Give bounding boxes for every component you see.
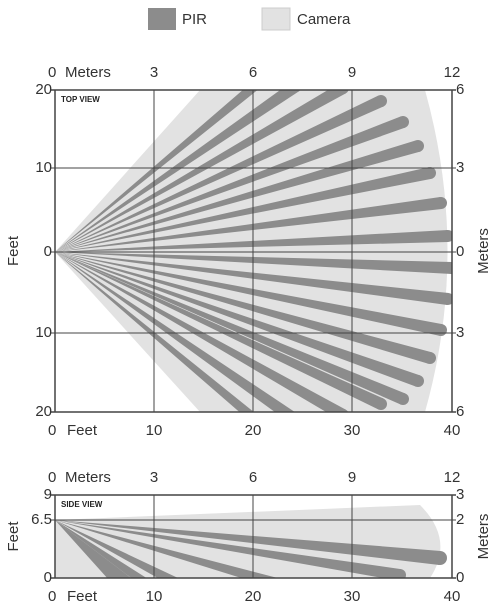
left-axis-title: Feet — [5, 521, 22, 552]
pir-beam-end — [164, 594, 176, 606]
pir-beam-end — [424, 167, 436, 179]
pir-beam — [55, 252, 432, 364]
pir-beam-end — [290, 414, 302, 426]
pir-beam-end — [337, 90, 349, 94]
top-tick-label: 0 — [48, 469, 56, 486]
top-tick-label: 9 — [348, 469, 356, 486]
pir-beam — [55, 520, 401, 578]
right-tick-label: 3 — [456, 324, 464, 341]
bottom-tick-label: 40 — [444, 588, 461, 605]
bottom-tick-label: 20 — [245, 422, 262, 439]
pir-beam — [55, 95, 384, 253]
pir-beam-end — [446, 262, 452, 274]
pir-beam — [55, 230, 449, 252]
pir-beam — [55, 252, 449, 305]
pir-swatch — [148, 8, 176, 30]
right-tick-label: 6 — [456, 81, 464, 98]
pir-beam-end — [194, 589, 206, 601]
pir-beam — [55, 520, 147, 578]
pir-beam — [55, 197, 442, 252]
bottom-tick-label: 20 — [245, 588, 262, 605]
right-tick-label: 6 — [456, 403, 464, 420]
right-tick-label: 2 — [456, 511, 464, 528]
legend-label: PIR — [182, 11, 207, 28]
pir-beam — [55, 116, 406, 253]
left-tick-label: 0 — [44, 243, 52, 260]
top-axis-title: Meters — [65, 64, 111, 81]
bottom-axis-title: Feet — [67, 422, 98, 439]
top-tick-label: 0 — [48, 64, 56, 81]
pir-beam — [55, 252, 346, 412]
right-tick-label: 3 — [456, 159, 464, 176]
pir-beam — [55, 252, 421, 387]
pir-beam-end — [375, 95, 387, 107]
pir-beam-end — [394, 569, 406, 578]
top-tick-label: 3 — [150, 64, 158, 81]
pir-beam — [55, 520, 441, 565]
pir-beam — [55, 252, 406, 405]
bottom-axis-title: Feet — [67, 588, 98, 605]
bottom-tick-label: 0 — [48, 422, 56, 439]
right-tick-label: 0 — [456, 243, 464, 260]
top-tick-label: 6 — [249, 64, 257, 81]
pir-beam — [55, 252, 443, 336]
top-tick-label: 9 — [348, 64, 356, 81]
left-tick-label: 6.5 — [31, 511, 52, 528]
top-tick-label: 6 — [249, 469, 257, 486]
pir-beam — [55, 90, 300, 252]
pir-beam — [55, 520, 120, 578]
pir-beam — [55, 252, 384, 410]
bottom-tick-label: 30 — [344, 422, 361, 439]
bottom-tick-label: 40 — [444, 422, 461, 439]
bottom-tick-label: 10 — [146, 588, 163, 605]
pir-beam — [55, 167, 432, 252]
top-tick-label: 12 — [444, 469, 461, 486]
pir-beam — [55, 520, 278, 578]
pir-beam-end — [129, 594, 141, 606]
pir-beam-end — [294, 584, 306, 596]
pir-beam-end — [257, 75, 267, 85]
pir-beam-end — [412, 375, 424, 387]
pir-beam — [55, 520, 179, 578]
pir-beam-end — [433, 551, 447, 565]
bottom-tick-label: 0 — [48, 588, 56, 605]
pir-zone — [55, 520, 447, 606]
pir-beam-end — [337, 409, 349, 412]
pir-beam — [55, 90, 346, 252]
bottom-tick-label: 30 — [344, 588, 361, 605]
top-tick-label: 3 — [150, 469, 158, 486]
pir-beam-end — [412, 140, 424, 152]
left-tick-label: 0 — [44, 569, 52, 586]
top-axis-title: Meters — [65, 469, 111, 486]
left-tick-label: 9 — [44, 486, 52, 503]
legend-label: Camera — [297, 11, 351, 28]
pir-beam — [55, 252, 295, 412]
right-axis-title: Meters — [475, 228, 492, 274]
view-label: TOP VIEW — [61, 95, 100, 104]
top-tick-label: 12 — [444, 64, 461, 81]
pir-beam-end — [435, 197, 447, 209]
pir-beam-end — [397, 116, 409, 128]
bottom-tick-label: 10 — [146, 422, 163, 439]
left-tick-label: 10 — [35, 159, 52, 176]
pir-beam — [55, 520, 132, 578]
right-tick-label: 0 — [456, 569, 464, 586]
pir-beam — [55, 90, 258, 252]
pir-beam-end — [435, 324, 447, 336]
pir-beam-end — [375, 398, 387, 410]
pir-beam-end — [397, 393, 409, 405]
left-tick-label: 20 — [35, 81, 52, 98]
right-tick-label: 3 — [456, 486, 464, 503]
left-tick-label: 20 — [35, 403, 52, 420]
right-axis-title: Meters — [475, 514, 492, 560]
left-axis-title: Feet — [5, 235, 22, 266]
camera-swatch — [261, 7, 291, 31]
pir-beam-end — [424, 352, 436, 364]
pir-beam-end — [442, 230, 452, 242]
left-tick-label: 10 — [35, 324, 52, 341]
pir-beam-end — [442, 293, 452, 305]
view-label: SIDE VIEW — [61, 500, 103, 509]
